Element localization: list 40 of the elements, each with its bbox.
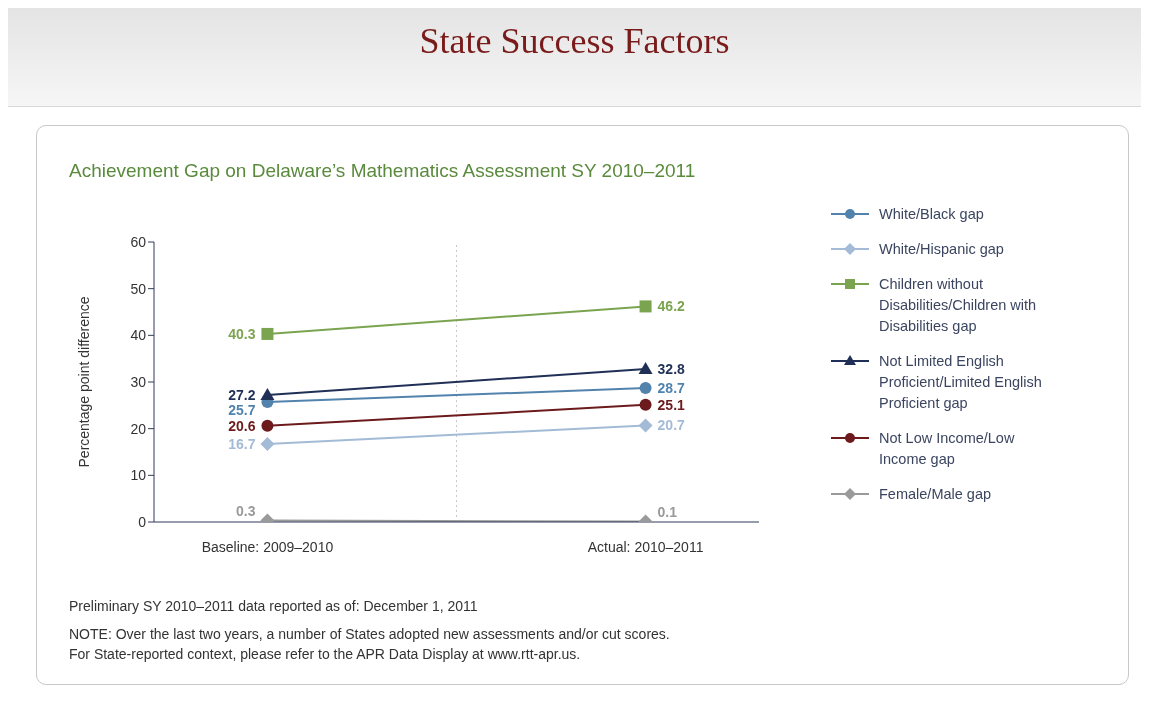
data-label: 46.2	[657, 298, 686, 315]
text: Preliminary SY 2010–2011 data reported as of: December 1, 2011	[69, 598, 479, 614]
legend-label: Not Low Income/Low Income gap	[879, 429, 1016, 469]
legend-label: White/Black gap	[879, 205, 985, 224]
y-tick-label: 40	[130, 327, 147, 344]
y-tick-label: 60	[130, 233, 147, 250]
data-label: 0.1	[657, 503, 678, 520]
data-label: 20.6	[228, 417, 256, 434]
data-label: 27.2	[228, 387, 256, 404]
text: NOTE: Over the last two years, a number of States adopted new assessments and/or cut scores.	[69, 626, 671, 642]
chart-title: State Success Factors	[418, 20, 731, 62]
legend-label: Not Limited English Proficient/Limited English Proficient gap	[879, 352, 1043, 413]
point	[261, 327, 274, 340]
point	[260, 437, 275, 452]
y-axis-title: Percentage point difference	[75, 296, 92, 468]
data-label: 32.8	[657, 360, 686, 377]
x-tick-label: Actual: 2010–2011	[587, 538, 704, 555]
x-tick-label: Baseline: 2009–2010	[201, 538, 334, 555]
point	[639, 382, 652, 395]
data-label: 0.3	[235, 502, 256, 519]
legend-label: White/Hispanic gap	[879, 240, 1005, 259]
point	[261, 419, 274, 432]
y-tick-label: 0	[138, 513, 147, 530]
data-label: 16.7	[228, 436, 256, 453]
point	[639, 398, 652, 411]
y-tick-label: 50	[130, 280, 147, 297]
y-tick-label: 10	[130, 467, 147, 484]
legend-label: Female/Male gap	[879, 485, 993, 504]
data-label: 25.7	[228, 402, 256, 419]
legend-label: Children without Disabilities/Children with Disabilities gap	[879, 275, 1038, 336]
point	[638, 418, 653, 433]
data-label: 40.3	[228, 325, 256, 342]
y-tick-label: 30	[130, 373, 147, 390]
data-label: 20.7	[657, 417, 686, 434]
data-label: 28.7	[657, 380, 686, 397]
y-tick-label: 20	[130, 420, 147, 437]
point	[639, 300, 652, 313]
text: For State-reported context, please refer to the APR Data Display at www.rtt-apr.us.	[69, 646, 582, 662]
chart-subtitle: Achievement Gap on Delaware’s Mathematics Assessment SY 2010–2011	[69, 160, 697, 182]
data-label: 25.1	[657, 396, 686, 413]
